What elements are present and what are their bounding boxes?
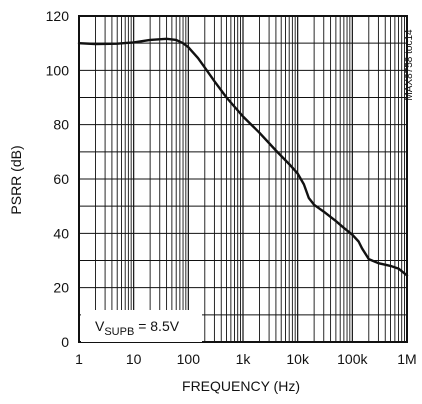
y-tick-label: 60 bbox=[53, 171, 69, 187]
plot-frame bbox=[78, 15, 408, 343]
y-tick-label: 20 bbox=[53, 280, 69, 296]
annotation-subscript: SUPB bbox=[104, 326, 134, 338]
y-tick-label: 80 bbox=[53, 117, 69, 133]
psrr-curve bbox=[77, 37, 409, 277]
y-tick-label: 0 bbox=[61, 334, 69, 350]
x-tick-label: 1 bbox=[75, 351, 83, 367]
figure-id-label: MAX8758 toc14 bbox=[404, 29, 415, 101]
annotation-rest: = 8.5V bbox=[134, 318, 179, 334]
x-axis-label: FREQUENCY (Hz) bbox=[182, 378, 300, 394]
x-tick-label: 100 bbox=[177, 351, 201, 367]
y-tick-labels: 0 20 40 60 80 100 120 bbox=[46, 8, 70, 350]
annotation-main: V bbox=[95, 318, 105, 334]
grid-layer bbox=[78, 16, 407, 342]
x-tick-label: 10 bbox=[126, 351, 142, 367]
annotation-text: VSUPB = 8.5V bbox=[95, 318, 180, 338]
curve-layer bbox=[77, 37, 409, 277]
supply-voltage-annotation: VSUPB = 8.5V bbox=[81, 310, 202, 342]
y-axis-label: PSRR (dB) bbox=[8, 145, 24, 214]
y-tick-label: 40 bbox=[53, 225, 69, 241]
y-tick-label: 100 bbox=[46, 62, 70, 78]
x-tick-labels: 1 10 100 1k 10k 100k 1M bbox=[75, 351, 417, 367]
y-tick-label: 120 bbox=[46, 8, 70, 24]
x-tick-label: 10k bbox=[286, 351, 310, 367]
x-tick-label: 1k bbox=[236, 351, 252, 367]
annotation-box bbox=[81, 310, 202, 342]
x-tick-label: 1M bbox=[397, 351, 416, 367]
x-tick-label: 100k bbox=[337, 351, 368, 367]
